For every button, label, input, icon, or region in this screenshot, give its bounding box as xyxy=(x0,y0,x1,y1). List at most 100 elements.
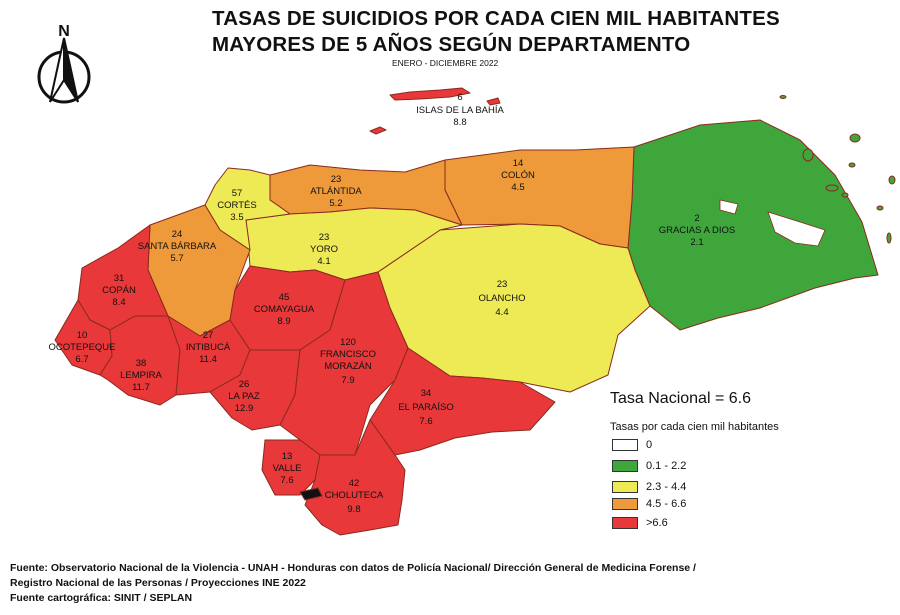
svg-text:11.4: 11.4 xyxy=(199,354,217,365)
title-line-1: TASAS DE SUICIDIOS POR CADA CIEN MIL HAB… xyxy=(212,7,780,30)
svg-text:4.4: 4.4 xyxy=(495,307,508,318)
label-intibuca: 27 INTIBUCÁ 11.4 xyxy=(186,330,231,365)
svg-text:CHOLUTECA: CHOLUTECA xyxy=(325,490,384,501)
svg-text:27: 27 xyxy=(203,330,214,341)
svg-text:31: 31 xyxy=(114,273,125,284)
label-la-paz: 26 LA PAZ 12.9 xyxy=(228,379,260,414)
lagoon-brus xyxy=(719,199,739,215)
source-line-3: Fuente cartográfica: SINIT / SEPLAN xyxy=(10,592,193,604)
svg-text:SANTA BÁRBARA: SANTA BÁRBARA xyxy=(138,241,217,252)
svg-text:OCOTEPEQUE: OCOTEPEQUE xyxy=(48,342,115,353)
svg-text:2: 2 xyxy=(694,213,699,224)
map-subtitle: ENERO - DICIEMBRE 2022 xyxy=(392,58,499,68)
label-cortes: 57 CORTÉS 3.5 xyxy=(217,188,256,223)
svg-text:5.7: 5.7 xyxy=(170,253,183,264)
legend-label: 0 xyxy=(646,439,653,451)
label-el-paraiso: 34 EL PARAÍSO 7.6 xyxy=(398,388,453,427)
label-ocotepeque: 10 OCOTEPEQUE 6.7 xyxy=(48,330,115,365)
svg-text:45: 45 xyxy=(279,292,290,303)
legend-label: 0.1 - 2.2 xyxy=(646,460,687,472)
svg-text:LEMPIRA: LEMPIRA xyxy=(120,370,162,381)
svg-text:24: 24 xyxy=(172,229,183,240)
svg-text:8.4: 8.4 xyxy=(112,297,125,308)
legend-item: 4.5 - 6.6 xyxy=(612,497,686,511)
svg-text:CORTÉS: CORTÉS xyxy=(217,200,256,211)
svg-text:38: 38 xyxy=(136,358,147,369)
gulf-island xyxy=(299,487,323,501)
svg-text:COPÁN: COPÁN xyxy=(102,285,136,296)
svg-text:YORO: YORO xyxy=(310,244,338,255)
legend-title: Tasas por cada cien mil habitantes xyxy=(610,421,779,433)
svg-text:6: 6 xyxy=(457,92,462,103)
legend-swatch xyxy=(612,481,638,493)
source-line-1: Fuente: Observatorio Nacional de la Viol… xyxy=(10,562,696,574)
label-islas-de-la-bahia: 6 ISLAS DE LA BAHÍA 8.8 xyxy=(416,92,504,128)
label-valle: 13 VALLE 7.6 xyxy=(273,451,302,486)
cay-4 xyxy=(848,162,856,168)
svg-text:GRACIAS A DIOS: GRACIAS A DIOS xyxy=(659,225,736,236)
source-line-2: Registro Nacional de las Personas / Proy… xyxy=(10,577,306,589)
label-choluteca: 42 CHOLUTECA 9.8 xyxy=(325,478,384,515)
svg-text:ISLAS DE LA BAHÍA: ISLAS DE LA BAHÍA xyxy=(416,105,504,116)
svg-text:VALLE: VALLE xyxy=(273,463,302,474)
svg-text:9.8: 9.8 xyxy=(347,504,360,515)
region-valle xyxy=(261,439,321,496)
cay-1 xyxy=(779,95,787,99)
region-islas-de-la-bahia xyxy=(389,87,471,101)
svg-text:7.9: 7.9 xyxy=(341,375,354,386)
legend-item: 0.1 - 2.2 xyxy=(612,459,686,473)
region-choluteca xyxy=(304,419,406,536)
svg-text:4.5: 4.5 xyxy=(511,182,524,193)
legend-item: >6.6 xyxy=(612,516,668,530)
legend-item: 0 xyxy=(612,438,652,452)
svg-text:2.1: 2.1 xyxy=(690,237,703,248)
north-label: N xyxy=(58,23,70,40)
svg-text:OLANCHO: OLANCHO xyxy=(479,293,526,304)
svg-text:13: 13 xyxy=(282,451,293,462)
lagoon-caratasca xyxy=(767,211,826,247)
legend-swatch xyxy=(612,439,638,451)
legend-swatch xyxy=(612,517,638,529)
island-small-west xyxy=(369,126,387,135)
label-olancho: 23 OLANCHO 4.4 xyxy=(479,279,526,318)
label-colon: 14 COLÓN 4.5 xyxy=(501,158,535,193)
svg-text:EL PARAÍSO: EL PARAÍSO xyxy=(398,402,453,413)
svg-text:23: 23 xyxy=(319,232,330,243)
label-copan: 31 COPÁN 8.4 xyxy=(102,273,136,308)
region-cortes xyxy=(204,167,291,251)
label-francisco-morazan: 120 FRANCISCO MORAZÁN 7.9 xyxy=(320,337,376,386)
svg-text:ATLÁNTIDA: ATLÁNTIDA xyxy=(310,186,362,197)
svg-text:7.6: 7.6 xyxy=(280,475,293,486)
svg-text:11.7: 11.7 xyxy=(132,382,150,393)
island-small-east xyxy=(486,97,501,106)
svg-text:LA PAZ: LA PAZ xyxy=(228,391,260,402)
svg-text:34: 34 xyxy=(421,388,432,399)
title-line-2: MAYORES DE 5 AÑOS SEGÚN DEPARTAMENTO xyxy=(212,33,691,56)
svg-text:MORAZÁN: MORAZÁN xyxy=(324,361,372,372)
legend-label: 2.3 - 4.4 xyxy=(646,481,687,493)
svg-text:23: 23 xyxy=(497,279,508,290)
svg-text:5.2: 5.2 xyxy=(329,198,342,209)
cay-5 xyxy=(825,184,839,192)
svg-text:42: 42 xyxy=(349,478,360,489)
svg-text:COMAYAGUA: COMAYAGUA xyxy=(254,304,315,315)
svg-text:23: 23 xyxy=(331,174,342,185)
cay-7 xyxy=(888,175,896,185)
svg-text:57: 57 xyxy=(232,188,243,199)
cay-3 xyxy=(849,133,861,143)
svg-text:6.7: 6.7 xyxy=(75,354,88,365)
svg-text:120: 120 xyxy=(340,337,356,348)
label-atlantida: 23 ATLÁNTIDA 5.2 xyxy=(310,174,362,209)
svg-text:FRANCISCO: FRANCISCO xyxy=(320,349,376,360)
cay-9 xyxy=(886,232,892,244)
cay-2 xyxy=(802,148,814,162)
svg-text:8.8: 8.8 xyxy=(453,117,466,128)
legend-swatch xyxy=(612,460,638,472)
svg-text:26: 26 xyxy=(239,379,250,390)
legend-label: 4.5 - 6.6 xyxy=(646,498,687,510)
national-rate: Tasa Nacional = 6.6 xyxy=(610,390,751,407)
label-lempira: 38 LEMPIRA 11.7 xyxy=(120,358,162,393)
legend-swatch xyxy=(612,498,638,510)
